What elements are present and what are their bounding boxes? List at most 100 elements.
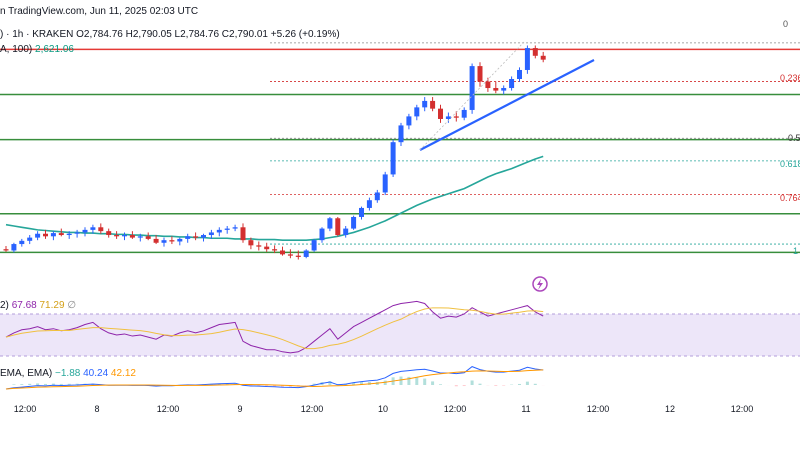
macd-hist-bar bbox=[75, 383, 79, 385]
macd-hist-bar bbox=[217, 383, 221, 385]
candle-body bbox=[540, 55, 546, 60]
candle-body bbox=[469, 66, 475, 110]
candle-56 bbox=[445, 112, 451, 123]
candle-18 bbox=[145, 232, 151, 241]
candle-21 bbox=[169, 236, 175, 245]
candle-body bbox=[272, 249, 278, 251]
macd-hist-bar bbox=[360, 382, 363, 385]
candle-61 bbox=[485, 77, 491, 92]
macd-hist-bar bbox=[502, 385, 506, 386]
candle-body bbox=[43, 233, 48, 237]
macd-hist-bar bbox=[494, 385, 498, 386]
candle-27 bbox=[216, 227, 222, 237]
trendline[interactable] bbox=[419, 41, 595, 151]
candle-body bbox=[153, 238, 159, 243]
candle-body bbox=[509, 79, 515, 89]
ma-legend-label: A, 100) bbox=[0, 44, 33, 55]
macd-hist-bar bbox=[462, 385, 466, 387]
candle-body bbox=[90, 227, 96, 230]
candle-body bbox=[264, 246, 270, 250]
signal-line bbox=[5, 369, 544, 390]
candle-body bbox=[382, 174, 388, 193]
candle-body bbox=[169, 240, 175, 242]
macd-legend-label: EMA, EMA) bbox=[0, 368, 53, 379]
candle-52 bbox=[414, 104, 420, 121]
ma-legend-value: 2,621.06 bbox=[35, 44, 74, 55]
candle-3 bbox=[27, 235, 33, 245]
time-tick-5: 10 bbox=[378, 404, 388, 414]
rsi-value: 67.68 bbox=[11, 300, 37, 311]
candle-body bbox=[122, 235, 127, 237]
time-tick-2: 12:00 bbox=[157, 404, 180, 414]
candle-body bbox=[493, 88, 499, 91]
time-tick-3: 9 bbox=[237, 404, 242, 414]
candle-body bbox=[208, 232, 214, 236]
macd-hist-bar bbox=[525, 381, 529, 385]
macd-hist-bar bbox=[20, 384, 24, 385]
horizontal-levels[interactable] bbox=[0, 48, 800, 254]
macd-line bbox=[5, 366, 544, 390]
candle-38 bbox=[303, 249, 309, 259]
fib-anchor-line bbox=[419, 41, 525, 151]
fib-label-0618: 0.618 bbox=[780, 159, 800, 169]
candle-64 bbox=[509, 76, 515, 91]
candle-body bbox=[438, 108, 443, 119]
candle-body bbox=[106, 231, 112, 236]
candle-body bbox=[430, 100, 436, 109]
candle-body bbox=[319, 228, 325, 241]
candle-47 bbox=[374, 189, 380, 203]
macd-hist-bar bbox=[273, 385, 277, 387]
time-tick-9: 12 bbox=[665, 404, 675, 414]
candle-body bbox=[445, 116, 451, 119]
macd-hist-bar bbox=[454, 385, 458, 387]
candle-body bbox=[485, 81, 491, 89]
candle-42 bbox=[335, 216, 341, 237]
candle-40 bbox=[319, 227, 325, 243]
macd-hist-bar bbox=[67, 383, 71, 385]
candle-body bbox=[193, 236, 199, 238]
candle-37 bbox=[295, 250, 301, 260]
candle-7 bbox=[58, 228, 64, 237]
candle-44 bbox=[351, 215, 357, 230]
candle-body bbox=[224, 228, 230, 230]
macd-hist-bar bbox=[533, 383, 537, 385]
indicator-bands bbox=[0, 313, 800, 357]
candle-25 bbox=[201, 233, 206, 242]
rsi-line bbox=[5, 300, 544, 354]
lightning-icon[interactable] bbox=[532, 276, 548, 292]
candle-26 bbox=[208, 229, 214, 239]
candle-body bbox=[414, 107, 420, 117]
macd-hist-bar bbox=[478, 383, 482, 385]
candle-67 bbox=[532, 45, 538, 59]
candle-body bbox=[66, 233, 72, 236]
fib-label-1: 1 bbox=[793, 246, 799, 256]
candle-body bbox=[461, 109, 467, 118]
macd-hist-bar bbox=[423, 378, 427, 385]
candle-body bbox=[27, 237, 33, 241]
candle-16 bbox=[129, 231, 135, 239]
candle-body bbox=[3, 249, 9, 251]
macd-hist-bar bbox=[28, 383, 32, 385]
ma-legend: A, 100) 2,621.06 bbox=[0, 44, 74, 55]
candle-60 bbox=[477, 62, 483, 87]
candle-4 bbox=[35, 231, 41, 241]
rsi-legend: 2) 67.68 71.29 ∅ bbox=[0, 300, 76, 311]
macd-hist-bar bbox=[59, 383, 63, 385]
candle-body bbox=[58, 233, 64, 236]
candle-body bbox=[114, 235, 120, 237]
candle-body bbox=[145, 236, 151, 239]
candle-body bbox=[185, 236, 191, 239]
candle-body bbox=[524, 48, 530, 70]
macd-hist-value: −1.88 bbox=[55, 368, 81, 379]
candle-body bbox=[343, 228, 349, 236]
candle-body bbox=[532, 48, 538, 56]
candle-17 bbox=[137, 233, 143, 242]
candle-14 bbox=[114, 231, 120, 239]
candle-0 bbox=[3, 245, 9, 252]
candle-55 bbox=[438, 104, 443, 123]
fib-label-05: 0.5 bbox=[788, 133, 800, 143]
macd-hist-bar bbox=[399, 376, 403, 385]
candle-2 bbox=[19, 238, 25, 247]
candle-body bbox=[453, 116, 459, 118]
